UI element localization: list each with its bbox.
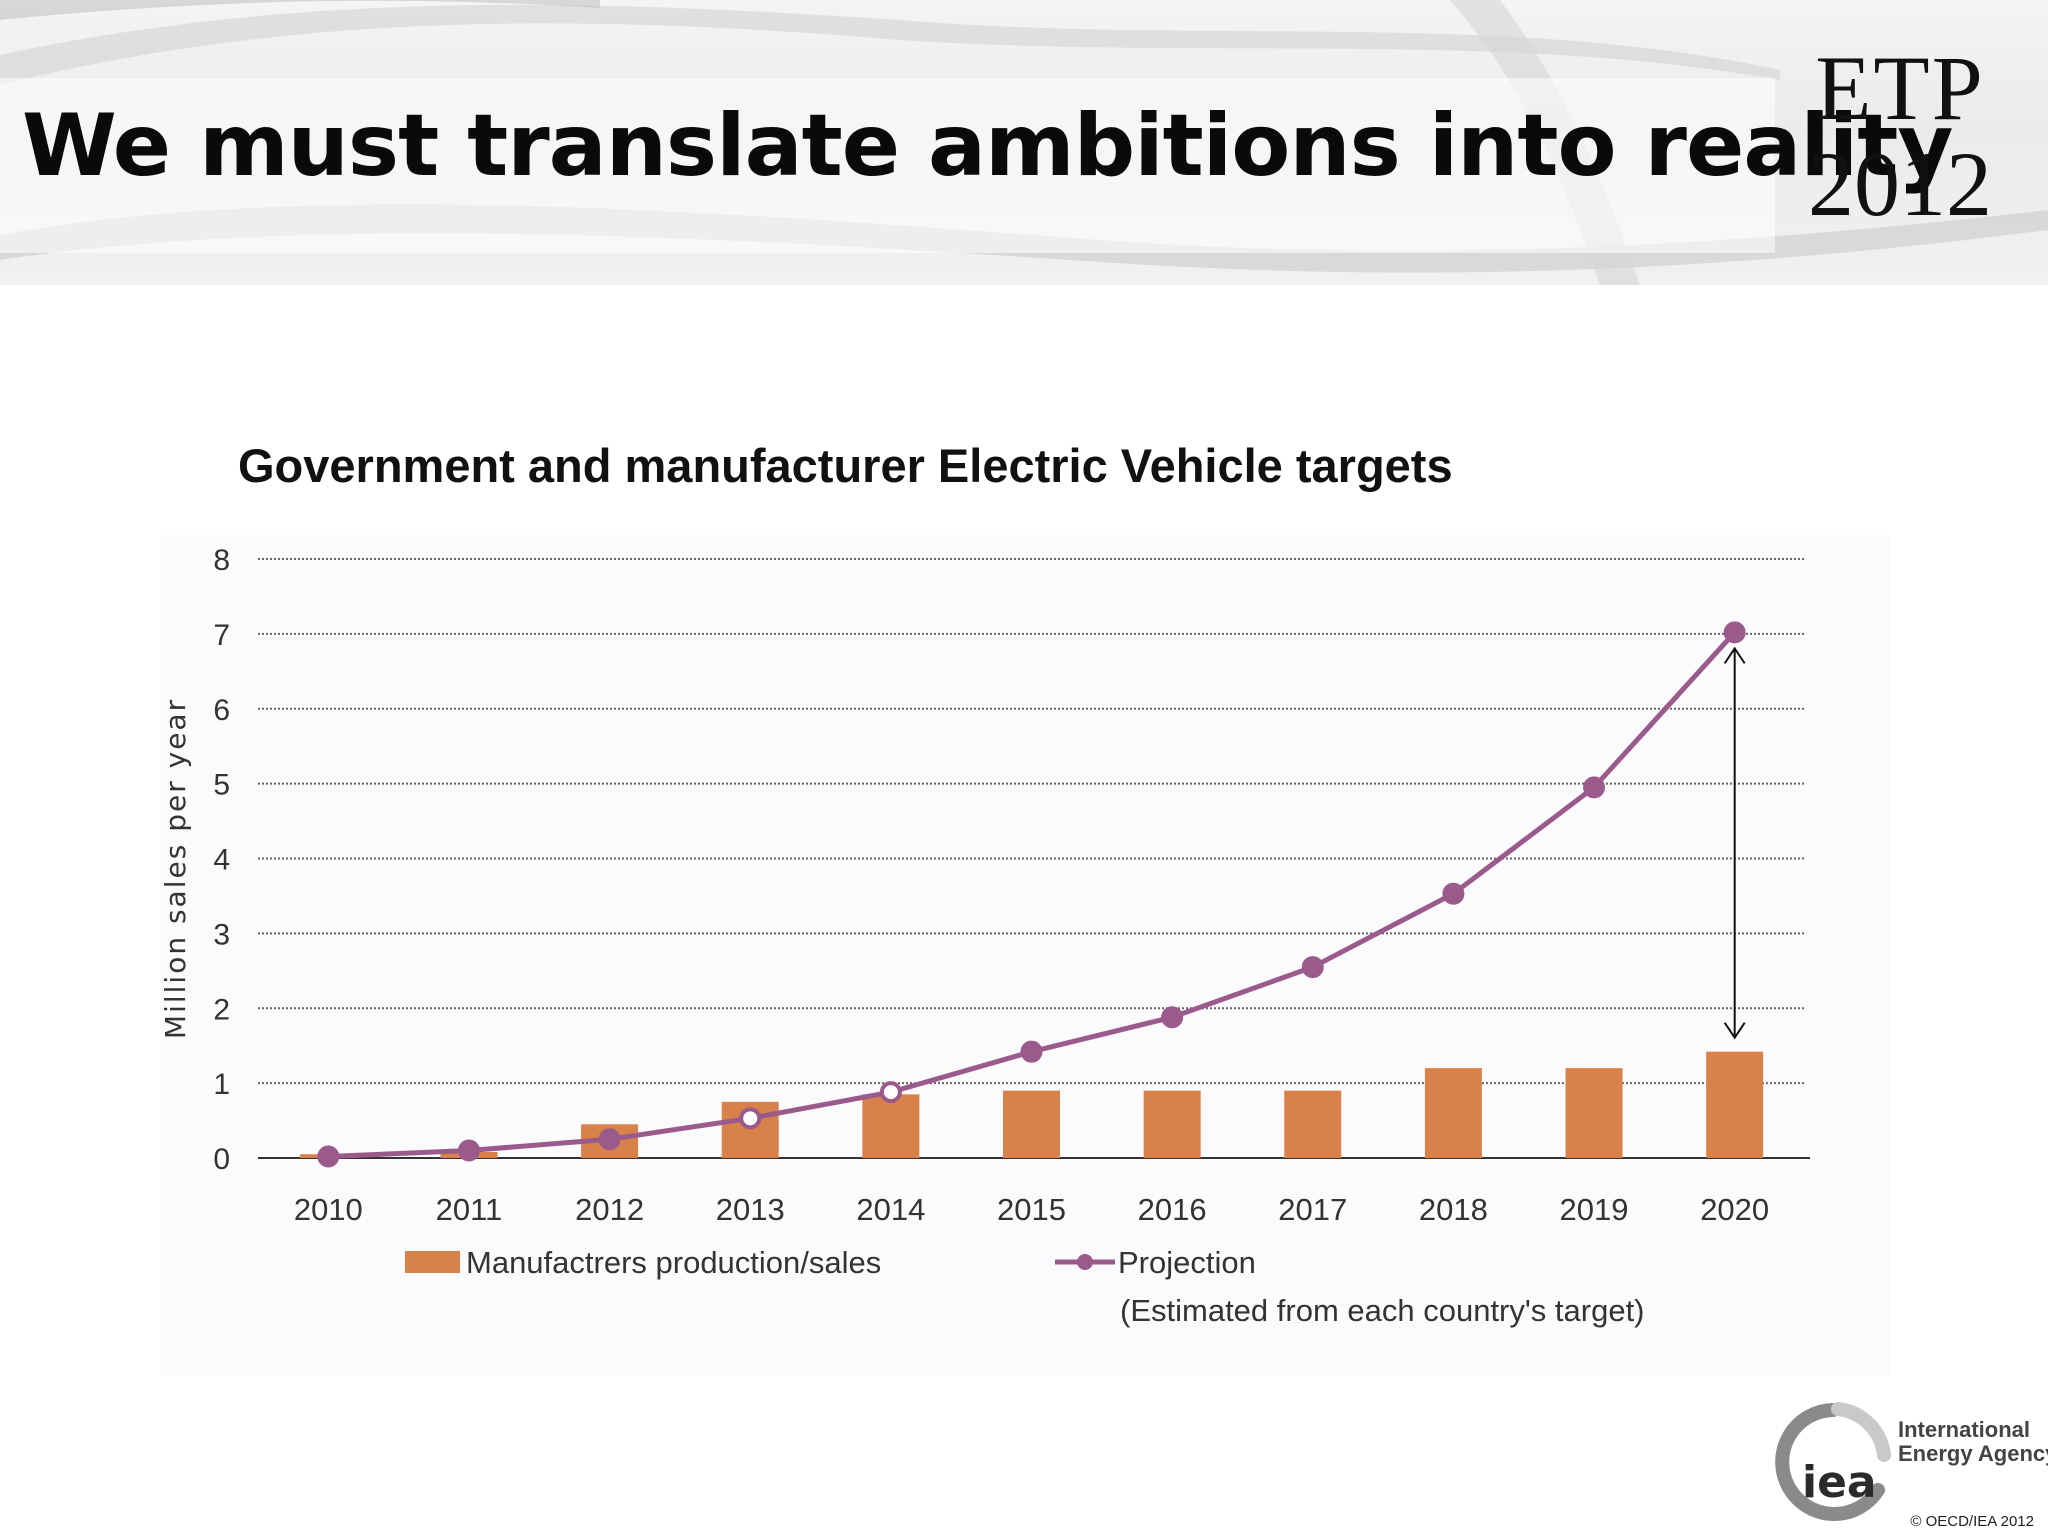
y-tick-label: 3 (213, 918, 230, 951)
bar-2018 (1424, 1068, 1482, 1158)
projection-point-2018 (1442, 882, 1465, 905)
x-tick-label: 2012 (575, 1192, 644, 1227)
y-tick-label: 6 (213, 694, 230, 727)
bar-2019 (1565, 1068, 1623, 1158)
ev-targets-chart: 0 1 2 3 4 5 6 7 8 Million sales per year 2010 2011 2… (160, 544, 1810, 1328)
y-tick-label: 5 (213, 769, 230, 802)
x-tick-label: 2016 (1138, 1192, 1207, 1227)
y-tick-label: 1 (213, 1068, 230, 1101)
bar-2016 (1143, 1090, 1201, 1158)
iea-logo-mark: iea International Energy Agency (1775, 1402, 2048, 1521)
projection-point-2012 (598, 1128, 621, 1151)
gap-arrow-head-top (1723, 646, 1746, 664)
iea-logo: iea International Energy Agency (1758, 1395, 2048, 1525)
etp-logo: ETP 2012 (1780, 40, 2020, 232)
legend-swatch-bars (405, 1251, 460, 1273)
projection-point-2015 (1020, 1040, 1043, 1063)
x-tick-label: 2013 (716, 1192, 785, 1227)
iea-logo-mark-text: iea (1802, 1457, 1877, 1508)
iea-logo-line2: Energy Agency (1898, 1441, 2048, 1466)
header-banner: We must translate ambitions into reality… (0, 0, 2048, 285)
bar-2017 (1284, 1090, 1342, 1158)
x-tick-label: 2019 (1560, 1192, 1629, 1227)
x-tick-label: 2011 (436, 1192, 503, 1227)
gap-arrow-head-bottom (1723, 1022, 1746, 1040)
projection-point-2010 (317, 1145, 340, 1168)
x-tick-label: 2017 (1278, 1192, 1347, 1227)
slide-title: We must translate ambitions into reality (22, 96, 1953, 196)
y-tick-label: 7 (213, 619, 230, 652)
legend-label-line: Projection (1118, 1245, 1256, 1280)
iea-logo-line1: International (1898, 1417, 2030, 1442)
bar-2015 (1003, 1090, 1060, 1158)
projection-point-2016 (1161, 1006, 1184, 1029)
y-tick-label: 4 (213, 844, 230, 877)
projection-point-2014 (879, 1081, 902, 1104)
x-tick-label: 2020 (1700, 1192, 1769, 1227)
etp-name: ETP (1815, 37, 1985, 139)
projection-point-2019 (1583, 776, 1606, 799)
x-tick-label: 2014 (856, 1192, 925, 1227)
x-tick-label: 2018 (1419, 1192, 1488, 1227)
legend-label-bars: Manufactrers production/sales (466, 1245, 881, 1280)
chart-heading: Government and manufacturer Electric Veh… (238, 439, 1453, 492)
y-tick-label: 0 (213, 1143, 230, 1176)
projection-point-2020 (1723, 621, 1746, 644)
y-tick-label: 8 (213, 544, 230, 577)
etp-year: 2012 (1808, 133, 1992, 235)
projection-point-2013 (739, 1107, 762, 1130)
y-axis-label: Million sales per year (160, 698, 192, 1039)
bar-2014 (862, 1094, 920, 1158)
projection-point-2011 (457, 1139, 480, 1162)
projection-point-2017 (1301, 956, 1324, 979)
y-tick-label: 2 (213, 993, 230, 1026)
x-tick-label: 2010 (294, 1192, 363, 1227)
x-tick-label: 2015 (997, 1192, 1066, 1227)
chart-panel: 0 1 2 3 4 5 6 7 8 Million sales per year 2010 2011 2… (160, 535, 1890, 1375)
copyright: © OECD/IEA 2012 (1910, 1513, 2034, 1530)
projection-line (328, 630, 1737, 1160)
bar-2020 (1706, 1051, 1764, 1158)
legend-label-line-note: (Estimated from each country's target) (1120, 1293, 1645, 1328)
legend-swatch-marker (1077, 1254, 1093, 1270)
title-band (0, 78, 1775, 253)
